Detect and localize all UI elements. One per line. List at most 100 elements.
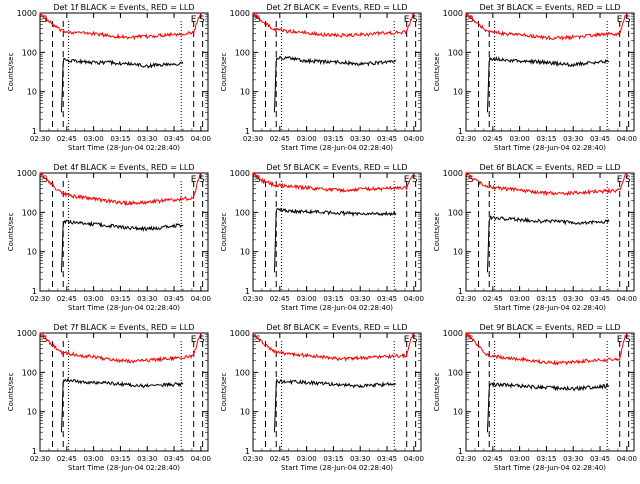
plot-frame: [465, 172, 635, 292]
end-marker: E: [191, 335, 197, 345]
y-tick-label: 10: [240, 408, 250, 417]
y-tick-label: 10: [240, 248, 250, 257]
y-tick-label: 100: [448, 208, 463, 217]
x-tick-label: 02:30: [243, 455, 263, 463]
x-tick-label: 04:00: [617, 135, 637, 143]
x-tick-label: 04:00: [404, 135, 424, 143]
x-tick-label: 03:30: [137, 295, 157, 303]
x-tick-label: 03:45: [590, 455, 610, 463]
plot-frame: [39, 12, 209, 132]
y-tick-label: 1: [458, 447, 463, 456]
x-tick-label: 02:30: [243, 135, 263, 143]
y-tick-label: 10: [240, 88, 250, 97]
start-marker-left: S: [468, 335, 474, 345]
x-tick-label: 02:45: [483, 135, 503, 143]
y-tick-label: 1: [245, 447, 250, 456]
y-tick-label: 10: [453, 248, 463, 257]
x-tick-label: 03:45: [590, 135, 610, 143]
y-axis-label: Counts/sec: [220, 53, 228, 92]
y-tick-label: 10: [27, 248, 37, 257]
x-tick-label: 02:30: [243, 295, 263, 303]
events-series-line: [60, 377, 184, 433]
x-axis-label: Start Time (28-Jun-04 02:28:40): [68, 304, 180, 312]
x-tick-label: 03:15: [536, 295, 556, 303]
x-axis-label: Start Time (28-Jun-04 02:28:40): [68, 144, 180, 152]
lld-series-line: [252, 12, 415, 38]
panel-8: Det 8f BLACK = Events, RED = LLD 1 10 100 10…: [220, 323, 424, 472]
x-tick-label: 03:15: [536, 455, 556, 463]
end-marker: E: [617, 15, 623, 25]
x-tick-label: 03:15: [323, 295, 343, 303]
start-marker-right: S: [625, 335, 631, 345]
plot-frame: [465, 332, 635, 452]
panel-title: Det 7f BLACK = Events, RED = LLD: [53, 323, 194, 332]
x-tick-label: 03:15: [110, 455, 130, 463]
events-series-line: [273, 55, 397, 113]
x-tick-label: 03:45: [164, 135, 184, 143]
y-tick-label: 10: [27, 408, 37, 417]
end-marker: E: [404, 335, 410, 345]
x-tick-label: 03:45: [164, 455, 184, 463]
x-tick-label: 03:00: [510, 135, 530, 143]
panel-2: Det 2f BLACK = Events, RED = LLD 1 10 100 10…: [220, 3, 424, 152]
events-series-line: [60, 219, 184, 273]
end-marker: E: [617, 175, 623, 185]
x-tick-label: 02:45: [270, 455, 290, 463]
panel-title: Det 6f BLACK = Events, RED = LLD: [479, 163, 620, 172]
panel-title: Det 8f BLACK = Events, RED = LLD: [266, 323, 407, 332]
plot-frame: [252, 332, 422, 452]
x-tick-label: 03:00: [510, 455, 530, 463]
x-tick-label: 03:00: [84, 455, 104, 463]
start-marker-left: S: [42, 335, 48, 345]
start-marker-right: S: [199, 335, 205, 345]
panel-4: Det 4f BLACK = Events, RED = LLD 1 10 100 10…: [7, 163, 211, 312]
y-tick-label: 100: [448, 368, 463, 377]
panel-title: Det 1f BLACK = Events, RED = LLD: [53, 3, 194, 12]
panel-title: Det 9f BLACK = Events, RED = LLD: [479, 323, 620, 332]
y-axis-label: Counts/sec: [7, 373, 15, 412]
x-axis-label: Start Time (28-Jun-04 02:28:40): [494, 304, 606, 312]
x-tick-label: 03:30: [350, 135, 370, 143]
plot-frame: [39, 172, 209, 292]
y-tick-label: 1: [32, 447, 37, 456]
y-tick-label: 1000: [17, 329, 37, 338]
events-series-line: [60, 57, 184, 113]
x-tick-label: 02:30: [456, 455, 476, 463]
plot-frame: [39, 332, 209, 452]
y-tick-label: 10: [453, 408, 463, 417]
y-tick-label: 100: [448, 48, 463, 57]
x-tick-label: 02:30: [30, 135, 50, 143]
start-marker-right: S: [412, 335, 418, 345]
lld-series-line: [39, 12, 202, 41]
y-axis-label: Counts/sec: [7, 53, 15, 92]
y-tick-label: 1: [32, 287, 37, 296]
y-axis-label: Counts/sec: [220, 373, 228, 412]
y-tick-label: 1000: [17, 9, 37, 18]
y-tick-label: 1000: [443, 329, 463, 338]
x-tick-label: 03:45: [377, 455, 397, 463]
end-marker: E: [617, 335, 623, 345]
x-tick-label: 03:15: [323, 135, 343, 143]
x-tick-label: 02:45: [483, 295, 503, 303]
panel-9: Det 9f BLACK = Events, RED = LLD 1 10 100 10…: [433, 323, 637, 472]
y-tick-label: 1000: [230, 169, 250, 178]
panel-1: Det 1f BLACK = Events, RED = LLD 1 10 100 10…: [7, 3, 211, 152]
x-tick-label: 02:30: [30, 295, 50, 303]
x-tick-label: 02:30: [30, 455, 50, 463]
y-axis-label: Counts/sec: [433, 53, 441, 92]
panel-title: Det 3f BLACK = Events, RED = LLD: [479, 3, 620, 12]
y-tick-label: 100: [22, 48, 37, 57]
panel-6: Det 6f BLACK = Events, RED = LLD 1 10 100 10…: [433, 163, 637, 312]
x-axis-label: Start Time (28-Jun-04 02:28:40): [281, 144, 393, 152]
x-tick-label: 03:15: [110, 135, 130, 143]
y-axis-label: Counts/sec: [220, 213, 228, 252]
x-tick-label: 03:00: [297, 295, 317, 303]
start-marker-right: S: [412, 15, 418, 25]
x-tick-label: 03:15: [110, 295, 130, 303]
plot-frame: [252, 12, 422, 132]
lld-series-line: [252, 171, 415, 194]
x-tick-label: 03:45: [377, 295, 397, 303]
x-tick-label: 04:00: [191, 135, 211, 143]
